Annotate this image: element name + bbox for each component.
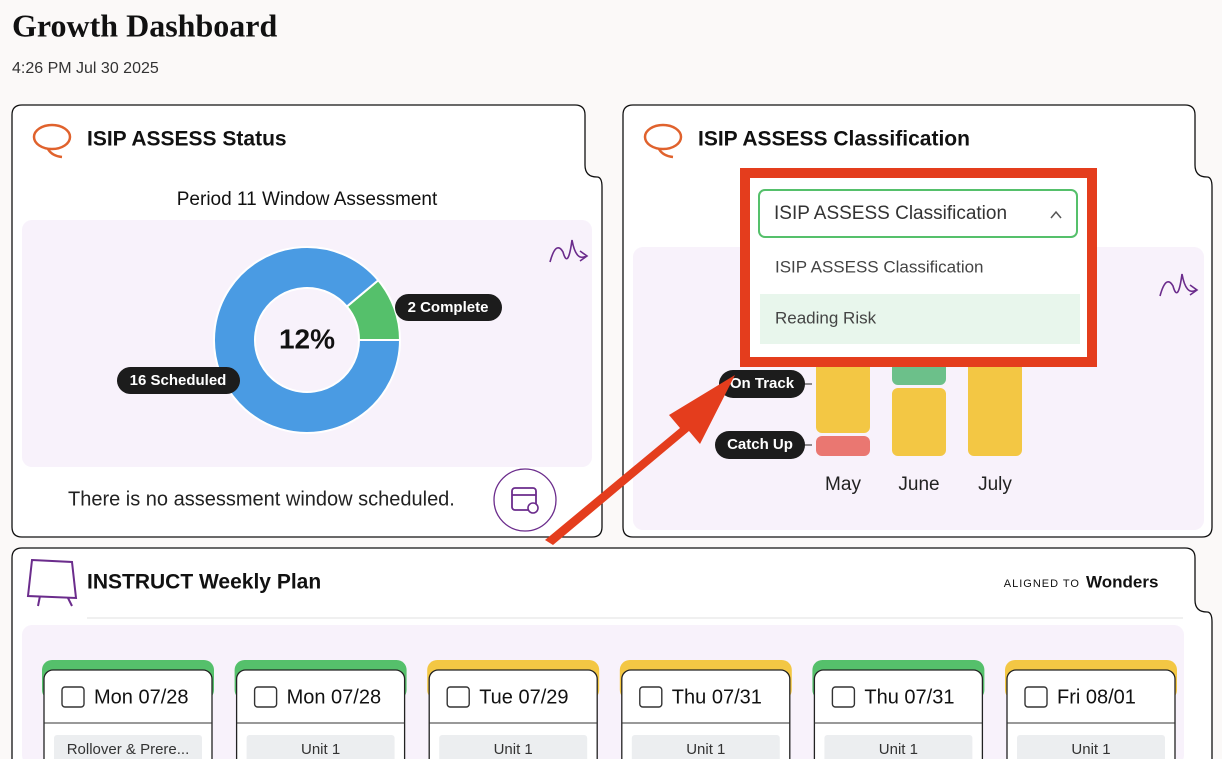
easel-icon [26,558,78,607]
day-card[interactable]: Thu 07/31 Unit 1 [812,660,985,759]
card-title: ISIP ASSESS Status [87,128,287,151]
day-date: Thu 07/31 [864,686,954,708]
donut-segment [213,246,402,434]
segment-label: 16 Scheduled [130,372,227,389]
unit-chip [439,735,588,759]
unit-label: Unit 1 [686,741,725,758]
day-date: Mon 07/28 [287,686,382,708]
unit-chip [1017,735,1165,759]
label-pill [715,431,805,459]
unit-chip [824,735,973,759]
segment-label: 2 Complete [408,299,489,316]
day-card[interactable]: Mon 07/28 Unit 1 [234,660,407,759]
bar-chart: May June July [816,350,1022,495]
dropdown-value: ISIP ASSESS Classification [774,203,1007,224]
label-pill [719,370,805,398]
calendar-icon [831,686,856,708]
day-date: Mon 07/28 [94,686,189,708]
x-tick-label: June [898,474,939,495]
series-label: On Track [730,375,795,392]
unit-label: Rollover & Prere... [67,741,190,758]
highlight-box [740,168,1097,367]
unit-label: Unit 1 [1071,741,1110,758]
unit-chip [54,735,202,759]
day-card[interactable]: Thu 07/31 Unit 1 [619,660,792,759]
dropdown-option[interactable] [760,243,1077,293]
label-pill [117,367,240,394]
bar-segment [816,436,870,456]
bubble-icon [32,123,72,159]
donut-center-label: 12% [279,323,335,354]
calendar-icon [446,686,470,708]
caret [1050,210,1062,219]
status-message: There is no assessment window scheduled. [68,488,455,510]
chart-panel [22,220,592,467]
x-tick-label: July [978,474,1012,495]
unit-label: Unit 1 [494,741,533,758]
card-title: ISIP ASSESS Classification [698,128,970,151]
unit-chip [246,735,395,759]
donut-chart [213,246,402,434]
x-tick-label: May [825,474,861,495]
schedule-button[interactable] [493,468,557,532]
day-card[interactable]: Fri 08/01 Unit 1 [1005,660,1177,759]
annotation-arrow [545,375,735,545]
card-title: INSTRUCT Weekly Plan [87,571,321,594]
unit-label: Unit 1 [879,741,918,758]
day-date: Fri 08/01 [1057,686,1136,708]
dropdown-option[interactable] [760,294,1080,344]
calendar-icon [253,686,278,708]
unit-chip [631,735,780,759]
aligned-prefix: ALIGNED TO [1004,578,1080,590]
timestamp: 4:26 PM Jul 30 2025 [12,60,159,77]
dropdown-select[interactable] [758,189,1078,238]
card-subtitle: Period 11 Window Assessment [177,189,438,210]
day-date: Tue 07/29 [479,686,568,708]
calendar-icon [1024,686,1048,708]
day-cards: Mon 07/28 Rollover & Prere... Mon 07/28 Uni… [42,660,1177,759]
curriculum-name: Wonders [1086,572,1158,591]
bar-segment [816,353,870,433]
trend-icon[interactable] [549,239,589,263]
bar-segment [968,350,1022,456]
calendar-icon [639,686,663,708]
label-pill [395,294,502,321]
option-text: ISIP ASSESS Classification [775,257,984,276]
day-date: Thu 07/31 [672,686,762,708]
calendar-icon [61,686,85,708]
trend-icon[interactable] [1159,273,1199,297]
bubble-icon [643,123,683,159]
day-card[interactable]: Mon 07/28 Rollover & Prere... [42,660,214,759]
series-label: Catch Up [727,436,793,453]
page-title: Growth Dashboard [12,7,277,43]
bar-segment [892,388,946,456]
day-card[interactable]: Tue 07/29 Unit 1 [427,660,600,759]
option-text: Reading Risk [775,308,877,327]
unit-label: Unit 1 [301,741,340,758]
